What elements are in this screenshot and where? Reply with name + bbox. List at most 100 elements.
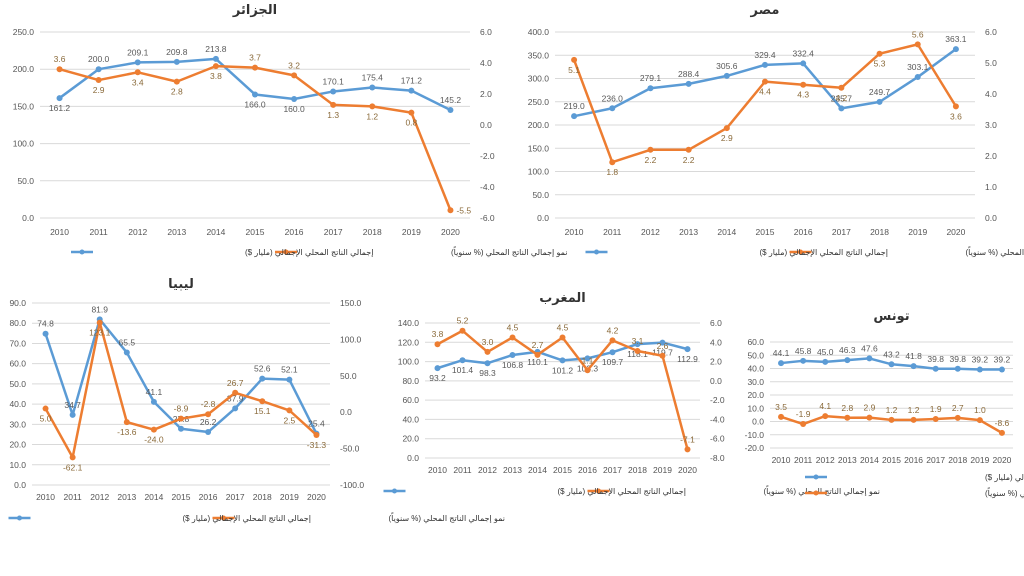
y-left-tick-label: 350.0 bbox=[528, 50, 550, 60]
y-left-tick-label: 140.0 bbox=[398, 318, 420, 328]
data-point-gdp bbox=[69, 411, 76, 418]
data-label-gdp: 118.1 bbox=[627, 349, 648, 359]
x-tick-label: 2014 bbox=[528, 465, 547, 475]
data-point-growth bbox=[932, 415, 939, 422]
data-label-growth: -8.9 bbox=[174, 404, 189, 414]
chart-libya: ليبيا 0.0 10.0 20.0 30.0 40.0 50.0 60.0 70.0 80.0… bbox=[0, 275, 505, 535]
data-point-growth bbox=[447, 207, 454, 214]
data-point-gdp bbox=[998, 366, 1005, 373]
data-point-gdp bbox=[205, 429, 212, 436]
y-left-tick-label: 50.0 bbox=[9, 379, 26, 389]
data-point-growth bbox=[291, 72, 298, 79]
y-left-tick-label: 30.0 bbox=[747, 377, 764, 387]
x-tick-label: 2019 bbox=[402, 227, 421, 237]
data-point-gdp bbox=[723, 72, 730, 79]
data-point-gdp bbox=[609, 349, 616, 356]
data-label-growth: 2.9 bbox=[863, 403, 875, 413]
x-tick-label: 2015 bbox=[756, 227, 775, 237]
legend-label-gdp: إجمالي الناتج المحلي الإجمالي (مليار $) bbox=[558, 487, 686, 497]
y-left-tick-label: 50.0 bbox=[747, 350, 764, 360]
x-tick-label: 2018 bbox=[628, 465, 647, 475]
series-line-growth bbox=[44, 321, 318, 459]
data-label-gdp: 363.1 bbox=[945, 34, 967, 44]
data-label-growth: -8.6 bbox=[995, 418, 1010, 428]
y-left-tick-label: 20.0 bbox=[9, 440, 26, 450]
data-label-gdp: 74.8 bbox=[37, 319, 54, 329]
data-label-gdp: 52.1 bbox=[281, 365, 298, 375]
y-left-tick-label: -20.0 bbox=[745, 443, 765, 453]
chart-egypt: مصر 0.0 50.0 100.0 150.0 200.0 250.0 300.0 350.0… bbox=[515, 0, 1024, 270]
data-point-gdp bbox=[232, 405, 239, 412]
data-label-growth: 2.2 bbox=[645, 155, 657, 165]
data-point-gdp bbox=[571, 113, 578, 120]
data-label-gdp: 43.2 bbox=[883, 349, 900, 359]
data-label-gdp: 161.2 bbox=[49, 103, 71, 113]
data-label-gdp: 110.1 bbox=[527, 357, 548, 367]
data-label-gdp: 101.4 bbox=[452, 365, 474, 375]
x-tick-label: 2020 bbox=[992, 455, 1011, 465]
data-label-gdp: 213.8 bbox=[205, 44, 227, 54]
y-left-tick-label: 200.0 bbox=[528, 120, 550, 130]
chart-title: الجزائر bbox=[232, 2, 277, 17]
y-left-tick-label: 10.0 bbox=[747, 403, 764, 413]
x-tick-label: 2015 bbox=[553, 465, 572, 475]
data-point-gdp bbox=[634, 341, 641, 348]
data-label-gdp: 200.0 bbox=[88, 54, 110, 64]
data-label-growth: -2.8 bbox=[201, 399, 216, 409]
data-label-gdp: 166.0 bbox=[244, 99, 266, 109]
data-point-growth bbox=[484, 348, 491, 355]
data-label-growth: 1.1 bbox=[582, 355, 594, 365]
y-left-tick-label: 20.0 bbox=[747, 390, 764, 400]
y-right-tick-label: 0.0 bbox=[985, 213, 997, 223]
data-label-growth: 4.2 bbox=[835, 93, 847, 103]
x-tick-label: 2015 bbox=[882, 455, 901, 465]
data-label-growth: 4.5 bbox=[507, 322, 519, 332]
data-label-gdp: 145.2 bbox=[440, 95, 462, 105]
data-label-gdp: 279.1 bbox=[640, 73, 662, 83]
y-left-tick-label: 60.0 bbox=[9, 359, 26, 369]
x-tick-label: 2019 bbox=[280, 492, 299, 502]
y-left-tick-label: 250.0 bbox=[13, 27, 35, 37]
x-tick-label: 2010 bbox=[772, 455, 791, 465]
data-point-gdp bbox=[647, 85, 654, 92]
x-tick-label: 2010 bbox=[50, 227, 69, 237]
data-point-growth bbox=[685, 146, 692, 153]
data-point-growth bbox=[584, 367, 591, 374]
y-right-tick-label: 2.0 bbox=[710, 357, 722, 367]
data-point-gdp bbox=[888, 361, 895, 368]
legend-marker-growth bbox=[283, 249, 289, 255]
y-left-tick-label: 200.0 bbox=[13, 64, 35, 74]
x-tick-label: 2017 bbox=[226, 492, 245, 502]
data-point-growth bbox=[634, 347, 641, 354]
data-point-growth bbox=[800, 421, 807, 428]
y-left-tick-label: 0.0 bbox=[752, 417, 764, 427]
data-label-gdp: 47.6 bbox=[861, 343, 878, 353]
y-left-tick-label: 40.0 bbox=[9, 399, 26, 409]
data-point-growth bbox=[866, 414, 873, 421]
data-label-growth: 2.7 bbox=[952, 403, 964, 413]
data-label-growth: 4.2 bbox=[607, 325, 619, 335]
data-point-growth bbox=[684, 446, 691, 453]
data-point-growth bbox=[434, 341, 441, 348]
chart-tunisia: تونس -20.0 -10.0 0.0 10.0 20.0 30.0 40.0 50.0 60.… bbox=[745, 300, 1024, 520]
x-tick-label: 2016 bbox=[904, 455, 923, 465]
data-point-gdp bbox=[684, 346, 691, 353]
data-point-gdp bbox=[609, 105, 616, 112]
data-label-gdp: 46.3 bbox=[839, 345, 856, 355]
y-left-tick-label: 40.0 bbox=[747, 364, 764, 374]
data-point-growth bbox=[42, 405, 49, 412]
legend-marker-growth bbox=[798, 249, 803, 255]
data-point-growth bbox=[313, 431, 320, 438]
y-right-tick-label: -2.0 bbox=[710, 395, 725, 405]
y-right-tick-label: -6.0 bbox=[710, 434, 725, 444]
data-label-growth: 1.2 bbox=[366, 111, 378, 121]
data-point-growth bbox=[95, 77, 102, 84]
data-label-growth: -62.1 bbox=[63, 462, 83, 472]
data-label-gdp: 109.7 bbox=[602, 357, 624, 367]
data-point-growth bbox=[954, 414, 961, 421]
data-point-growth bbox=[723, 125, 730, 132]
x-tick-label: 2018 bbox=[363, 227, 382, 237]
chart-algeria: الجزائر 0.0 50.0 100.0 150.0 200.0 250.0 -6.0 -4… bbox=[0, 0, 568, 270]
data-label-growth: 2.9 bbox=[93, 85, 105, 95]
data-label-gdp: 170.1 bbox=[323, 76, 345, 86]
